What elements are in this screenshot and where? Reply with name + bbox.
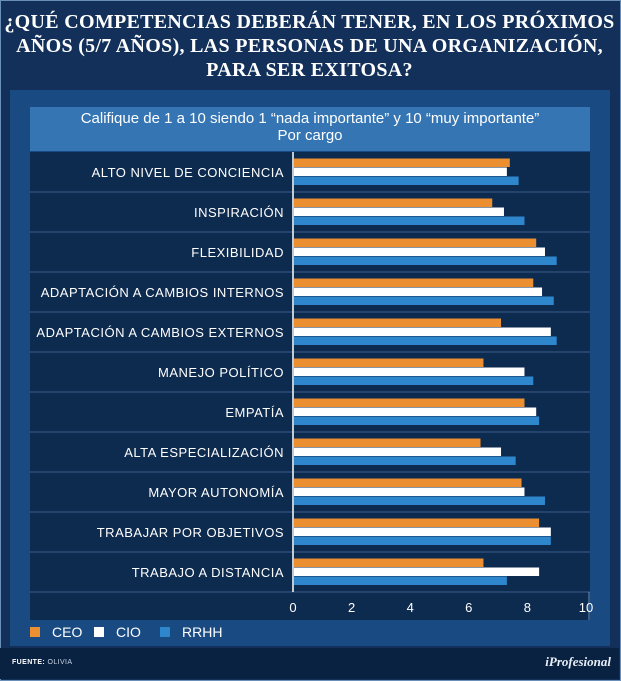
bar-cio bbox=[294, 207, 504, 216]
footer-bar: FUENTE: OLIVIA iProfesional bbox=[0, 648, 619, 679]
legend-swatch-cio bbox=[94, 627, 104, 637]
source-value: OLIVIA bbox=[47, 659, 73, 666]
x-tick-label: 0 bbox=[289, 600, 296, 615]
chart-subtitle: Califique de 1 a 10 siendo 1 “nada impor… bbox=[30, 107, 590, 151]
chart-title: ¿QUÉ COMPETENCIAS DEBERÁN TENER, EN LOS … bbox=[0, 10, 619, 82]
title-line-3: PARA SER EXITOSA? bbox=[206, 59, 413, 81]
category-label: MANEJO POLÍTICO bbox=[158, 365, 284, 380]
bar-rrhh bbox=[294, 336, 557, 345]
category-label: MAYOR AUTONOMÍA bbox=[148, 485, 284, 500]
category-label: TRABAJAR POR OBJETIVOS bbox=[97, 525, 284, 540]
bar-rrhh bbox=[294, 296, 554, 305]
legend-swatch-rrhh bbox=[160, 627, 170, 637]
brand-logo: iProfesional bbox=[545, 654, 611, 669]
bar-rrhh bbox=[294, 256, 557, 265]
bar-cio bbox=[294, 487, 525, 496]
category-label: ADAPTACIÓN A CAMBIOS EXTERNOS bbox=[36, 325, 284, 340]
category-label: INSPIRACIÓN bbox=[194, 205, 284, 220]
title-line-1: ¿QUÉ COMPETENCIAS DEBERÁN TENER, EN LOS … bbox=[4, 11, 615, 33]
subtitle-line-1: Califique de 1 a 10 siendo 1 “nada impor… bbox=[80, 110, 540, 127]
bar-rrhh bbox=[294, 376, 534, 385]
bar-ceo bbox=[294, 238, 537, 247]
x-tick-label: 10 bbox=[579, 600, 593, 615]
bar-cio bbox=[294, 327, 551, 336]
legend-label-ceo: CEO bbox=[52, 624, 83, 640]
bar-ceo bbox=[294, 518, 540, 527]
bar-rrhh bbox=[294, 456, 516, 465]
title-line-2: AÑOS (5/7 AÑOS), LAS PERSONAS DE UNA ORG… bbox=[16, 35, 603, 57]
bar-ceo bbox=[294, 558, 484, 567]
category-label: EMPATÍA bbox=[225, 405, 284, 420]
bar-ceo bbox=[294, 398, 525, 407]
bar-cio bbox=[294, 367, 525, 376]
bar-rrhh bbox=[294, 176, 519, 185]
category-label: ALTO NIVEL DE CONCIENCIA bbox=[92, 165, 284, 180]
bar-ceo bbox=[294, 478, 522, 487]
bar-cio bbox=[294, 407, 537, 416]
bar-ceo bbox=[294, 198, 493, 207]
legend-label-rrhh: RRHH bbox=[182, 624, 223, 640]
bar-ceo bbox=[294, 158, 510, 167]
bar-rrhh bbox=[294, 216, 525, 225]
bar-cio bbox=[294, 527, 551, 536]
bar-rrhh bbox=[294, 496, 545, 505]
legend-label-cio: CIO bbox=[116, 624, 141, 640]
bar-ceo bbox=[294, 318, 502, 327]
bar-rrhh bbox=[294, 576, 507, 585]
category-label: TRABAJO A DISTANCIA bbox=[132, 565, 284, 580]
x-tick-label: 4 bbox=[407, 600, 414, 615]
bar-cio bbox=[294, 167, 507, 176]
bar-ceo bbox=[294, 278, 534, 287]
source-note: FUENTE: OLIVIA bbox=[12, 659, 72, 666]
category-label: ALTA ESPECIALIZACIÓN bbox=[124, 445, 284, 460]
bar-ceo bbox=[294, 358, 484, 367]
bar-cio bbox=[294, 287, 543, 296]
bar-cio bbox=[294, 567, 540, 576]
bar-rrhh bbox=[294, 416, 540, 425]
source-label: FUENTE: bbox=[12, 659, 46, 666]
bar-rrhh bbox=[294, 536, 551, 545]
legend-swatch-ceo bbox=[30, 627, 40, 637]
category-label: FLEXIBILIDAD bbox=[191, 245, 284, 260]
bar-cio bbox=[294, 247, 545, 256]
bar-cio bbox=[294, 447, 502, 456]
bar-ceo bbox=[294, 438, 481, 447]
category-label: ADAPTACIÓN A CAMBIOS INTERNOS bbox=[41, 285, 284, 300]
x-tick-label: 6 bbox=[465, 600, 472, 615]
x-tick-label: 8 bbox=[524, 600, 531, 615]
subtitle-line-2: Por cargo bbox=[277, 127, 343, 144]
x-tick-label: 2 bbox=[348, 600, 355, 615]
